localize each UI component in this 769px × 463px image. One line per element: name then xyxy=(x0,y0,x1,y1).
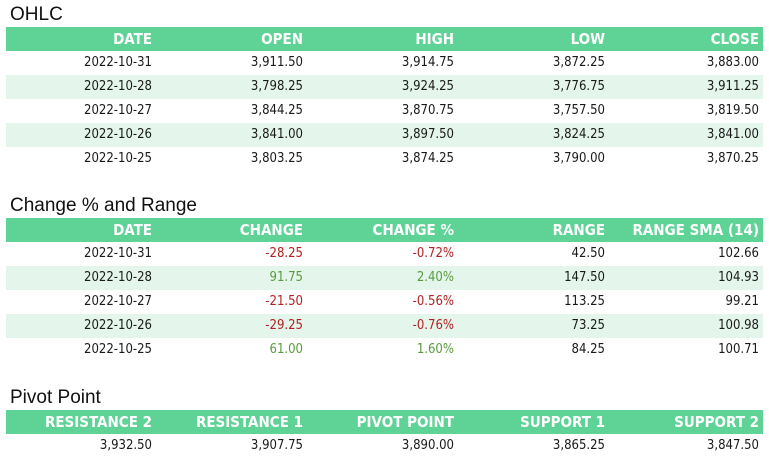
cell-range-sma: 100.98 xyxy=(609,314,763,338)
table-row: 2022-10-26 -29.25 -0.76% 73.25 100.98 xyxy=(6,314,763,338)
cell-range: 73.25 xyxy=(458,314,609,338)
ohlc-title: OHLC xyxy=(10,4,63,25)
pivot-point-title: Pivot Point xyxy=(10,387,101,408)
cell-change: -28.25 xyxy=(265,246,303,261)
cell-date: 2022-10-31 xyxy=(84,246,152,261)
cell-low: 3,757.50 xyxy=(552,103,605,118)
header-open: OPEN xyxy=(156,27,307,51)
cell-change-percent: 2.40% xyxy=(307,266,458,290)
cell-date: 2022-10-28 xyxy=(6,266,156,290)
table-row: 2022-10-31 3,911.50 3,914.75 3,872.25 3,… xyxy=(6,51,763,75)
ohlc-table: DATE OPEN HIGH LOW CLOSE 2022-10-31 3,91… xyxy=(6,27,763,171)
cell-range: 42.50 xyxy=(571,246,605,261)
header-support-1: SUPPORT 1 xyxy=(458,410,609,434)
cell-resistance-2: 3,932.50 xyxy=(99,438,152,453)
ohlc-section: OHLC DATE OPEN HIGH LOW CLOSE 2022-10-31… xyxy=(6,3,763,171)
header-change-percent: CHANGE % xyxy=(307,218,458,242)
cell-date: 2022-10-31 xyxy=(84,55,152,70)
header-range-sma: RANGE SMA (14) xyxy=(609,218,763,242)
table-header-row: DATE OPEN HIGH LOW CLOSE xyxy=(6,27,763,51)
header-change: CHANGE xyxy=(156,218,307,242)
cell-range: 84.25 xyxy=(571,342,605,357)
change-range-title: Change % and Range xyxy=(10,195,197,216)
pivot-point-section: Pivot Point RESISTANCE 2 RESISTANCE 1 PI… xyxy=(6,386,763,458)
header-date: DATE xyxy=(6,27,156,51)
header-support-2: SUPPORT 2 xyxy=(609,410,763,434)
cell-high: 3,914.75 xyxy=(401,55,454,70)
change-range-table: DATE CHANGE CHANGE % RANGE RANGE SMA (14… xyxy=(6,218,763,362)
header-range: RANGE xyxy=(458,218,609,242)
header-resistance-1: RESISTANCE 1 xyxy=(156,410,307,434)
cell-low: 3,776.75 xyxy=(458,75,609,99)
table-row: 2022-10-25 3,803.25 3,874.25 3,790.00 3,… xyxy=(6,147,763,171)
header-high: HIGH xyxy=(307,27,458,51)
cell-open: 3,844.25 xyxy=(250,103,303,118)
cell-open: 3,798.25 xyxy=(156,75,307,99)
cell-date: 2022-10-25 xyxy=(84,151,152,166)
cell-close: 3,841.00 xyxy=(609,123,763,147)
cell-change: 61.00 xyxy=(269,342,303,357)
cell-low: 3,824.25 xyxy=(458,123,609,147)
pivot-point-table: RESISTANCE 2 RESISTANCE 1 PIVOT POINT SU… xyxy=(6,410,763,458)
cell-range-sma: 99.21 xyxy=(725,294,759,309)
cell-date: 2022-10-26 xyxy=(6,123,156,147)
cell-date: 2022-10-26 xyxy=(6,314,156,338)
change-range-section: Change % and Range DATE CHANGE CHANGE % … xyxy=(6,194,763,362)
cell-open: 3,911.50 xyxy=(250,55,303,70)
header-low: LOW xyxy=(458,27,609,51)
table-header-row: RESISTANCE 2 RESISTANCE 1 PIVOT POINT SU… xyxy=(6,410,763,434)
cell-change-percent: 1.60% xyxy=(416,342,454,357)
cell-support-1: 3,865.25 xyxy=(552,438,605,453)
cell-high: 3,874.25 xyxy=(401,151,454,166)
table-row: 2022-10-27 3,844.25 3,870.75 3,757.50 3,… xyxy=(6,99,763,123)
cell-date: 2022-10-25 xyxy=(84,342,152,357)
cell-close: 3,883.00 xyxy=(706,55,759,70)
cell-close: 3,819.50 xyxy=(706,103,759,118)
header-date: DATE xyxy=(6,218,156,242)
header-resistance-2: RESISTANCE 2 xyxy=(6,410,156,434)
cell-open: 3,803.25 xyxy=(250,151,303,166)
table-row: 2022-10-26 3,841.00 3,897.50 3,824.25 3,… xyxy=(6,123,763,147)
cell-high: 3,870.75 xyxy=(401,103,454,118)
table-row: 2022-10-28 91.75 2.40% 147.50 104.93 xyxy=(6,266,763,290)
cell-high: 3,924.25 xyxy=(307,75,458,99)
header-close: CLOSE xyxy=(609,27,763,51)
cell-high: 3,897.50 xyxy=(307,123,458,147)
cell-range-sma: 104.93 xyxy=(609,266,763,290)
cell-low: 3,872.25 xyxy=(552,55,605,70)
cell-resistance-1: 3,907.75 xyxy=(250,438,303,453)
cell-date: 2022-10-28 xyxy=(6,75,156,99)
cell-change: -21.50 xyxy=(265,294,303,309)
cell-change: -29.25 xyxy=(156,314,307,338)
cell-open: 3,841.00 xyxy=(156,123,307,147)
cell-change-percent: -0.56% xyxy=(412,294,454,309)
cell-change-percent: -0.72% xyxy=(412,246,454,261)
cell-date: 2022-10-27 xyxy=(84,294,152,309)
cell-pivot-point: 3,890.00 xyxy=(401,438,454,453)
header-pivot-point: PIVOT POINT xyxy=(307,410,458,434)
cell-support-2: 3,847.50 xyxy=(706,438,759,453)
cell-change: 91.75 xyxy=(156,266,307,290)
table-row: 2022-10-27 -21.50 -0.56% 113.25 99.21 xyxy=(6,290,763,314)
table-row: 2022-10-25 61.00 1.60% 84.25 100.71 xyxy=(6,338,763,362)
cell-close: 3,870.25 xyxy=(706,151,759,166)
cell-change-percent: -0.76% xyxy=(307,314,458,338)
table-row: 3,932.50 3,907.75 3,890.00 3,865.25 3,84… xyxy=(6,434,763,458)
cell-range-sma: 102.66 xyxy=(718,246,759,261)
table-row: 2022-10-31 -28.25 -0.72% 42.50 102.66 xyxy=(6,242,763,266)
table-header-row: DATE CHANGE CHANGE % RANGE RANGE SMA (14… xyxy=(6,218,763,242)
cell-range-sma: 100.71 xyxy=(718,342,759,357)
cell-close: 3,911.25 xyxy=(609,75,763,99)
table-row: 2022-10-28 3,798.25 3,924.25 3,776.75 3,… xyxy=(6,75,763,99)
cell-range: 147.50 xyxy=(458,266,609,290)
cell-range: 113.25 xyxy=(564,294,605,309)
cell-low: 3,790.00 xyxy=(552,151,605,166)
cell-date: 2022-10-27 xyxy=(84,103,152,118)
